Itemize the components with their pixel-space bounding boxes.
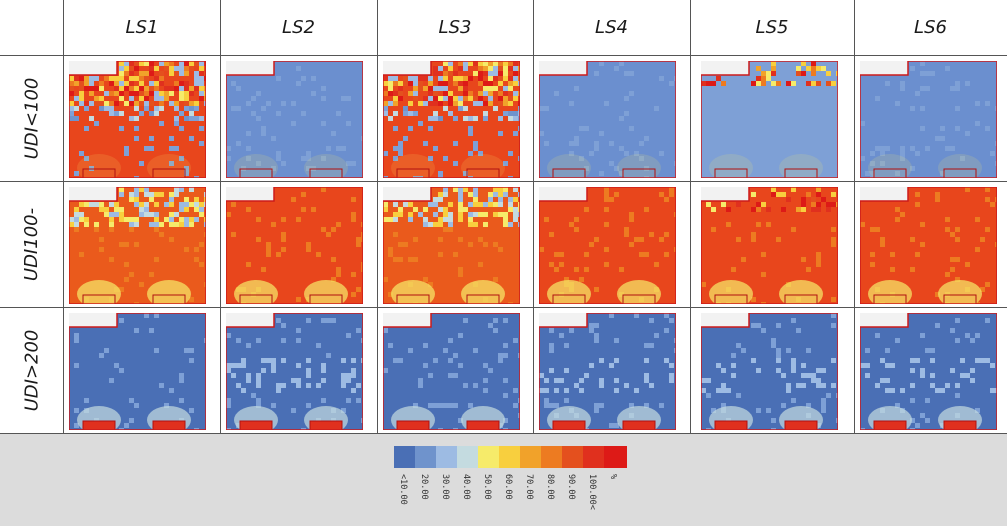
legend-swatch (436, 446, 459, 468)
legend-swatch (394, 446, 417, 468)
floor-plan-map (701, 313, 838, 430)
legend-swatch (541, 446, 564, 468)
floor-plan-map (383, 313, 520, 430)
floor-plan-map (69, 313, 206, 430)
column-header-ls2: LS2 (282, 17, 315, 38)
floor-plan-map (539, 187, 676, 304)
row-label-text: UDI<100 (21, 77, 43, 159)
legend-swatch (562, 446, 585, 468)
legend-label: <10.00 (398, 474, 408, 505)
legend-swatch (583, 446, 606, 468)
legend-swatch (478, 446, 501, 468)
row-label-udi-100: UDI100- (0, 181, 64, 307)
legend-swatch (604, 446, 627, 468)
floor-plan-map (226, 61, 363, 178)
floor-plan-map (539, 61, 676, 178)
legend-label: 70.00 (524, 474, 534, 500)
floor-plan-map (539, 313, 676, 430)
floor-plan-map (226, 313, 363, 430)
floor-plan-map (701, 61, 838, 178)
column-header-ls1: LS1 (125, 17, 159, 38)
floor-plan-map (69, 61, 206, 178)
row-label-text: UDI>200 (21, 329, 43, 411)
column-header-ls3: LS3 (438, 17, 472, 38)
column-header-ls5: LS5 (755, 17, 789, 38)
column-header-ls6: LS6 (914, 17, 947, 38)
legend-label: 90.00 (566, 474, 576, 500)
floor-plan-map (383, 187, 520, 304)
row-label-text: UDI100- (21, 207, 43, 281)
floor-plan-map (860, 313, 997, 430)
floor-plan-map (860, 187, 997, 304)
row-label-udi-under-100: UDI<100 (0, 55, 64, 181)
row-label-udi-over-200: UDI>200 (0, 307, 64, 433)
legend-swatch (520, 446, 543, 468)
legend-label: % (608, 474, 618, 480)
legend-label: 40.00 (461, 474, 471, 500)
legend-label: 100.00< (587, 474, 597, 510)
legend-label: 80.00 (545, 474, 555, 500)
legend-label: 60.00 (503, 474, 513, 500)
legend-label: 50.00 (482, 474, 492, 500)
legend-swatch (457, 446, 480, 468)
floor-plan-map (69, 187, 206, 304)
floor-plan-map (701, 187, 838, 304)
floor-plan-map (226, 187, 363, 304)
floor-plan-map (383, 61, 520, 178)
column-header-ls4: LS4 (595, 17, 628, 38)
legend-swatch (415, 446, 438, 468)
legend-label: 30.00 (440, 474, 450, 500)
legend-label: 20.00 (419, 474, 429, 500)
floor-plan-map (860, 61, 997, 178)
legend-swatch (499, 446, 522, 468)
